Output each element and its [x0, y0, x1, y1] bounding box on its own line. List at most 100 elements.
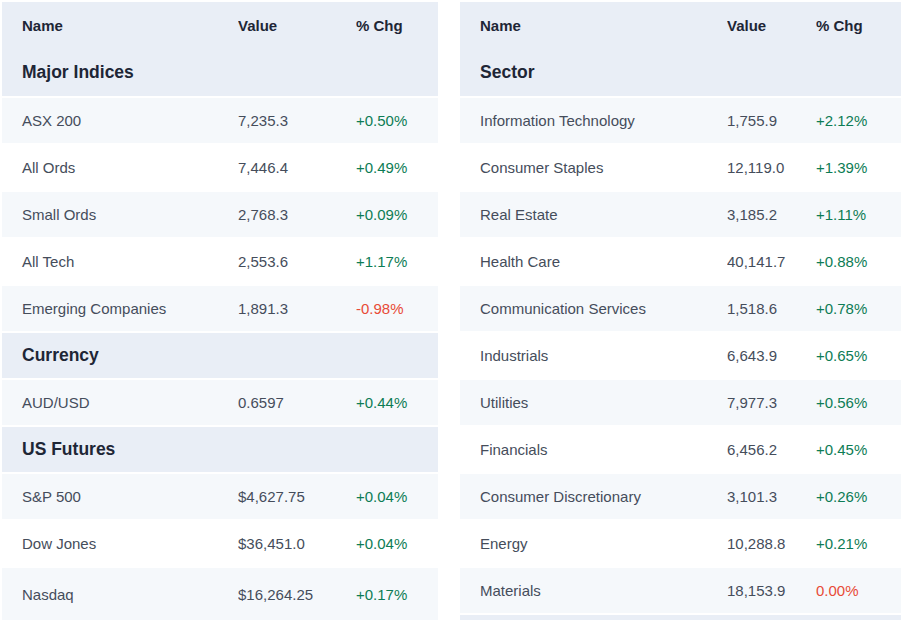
table-row-materials: Materials 18,153.9 0.00%	[460, 566, 901, 613]
cell-name: Information Technology	[460, 112, 727, 129]
section-header-currency: Currency	[2, 331, 438, 378]
table-row-information-technology: Information Technology 1,755.9 +2.12%	[460, 96, 901, 143]
table-header-row: Name Value % Chg	[2, 2, 438, 48]
table-row-financials: Financials 6,456.2 +0.45%	[460, 425, 901, 472]
section-title: Sector	[460, 62, 727, 83]
section-header-sector: Sector	[460, 48, 901, 96]
cell-name: All Tech	[2, 253, 238, 270]
cell-name: Financials	[460, 441, 727, 458]
cell-name: Emerging Companies	[2, 300, 238, 317]
table-row-emerging-companies: Emerging Companies 1,891.3 -0.98%	[2, 284, 438, 331]
table-row-health-care: Health Care 40,141.7 +0.88%	[460, 237, 901, 284]
sectors-table: Name Value % Chg Sector Information Tech…	[460, 2, 901, 620]
column-header-name: Name	[460, 17, 727, 34]
cell-change: +0.49%	[356, 159, 438, 176]
column-header-change: % Chg	[356, 17, 438, 34]
cell-value: 12,119.0	[727, 159, 816, 176]
cell-value: 7,446.4	[238, 159, 356, 176]
cell-name: Communication Services	[460, 300, 727, 317]
cell-name: Energy	[460, 535, 727, 552]
cell-name: Consumer Staples	[460, 159, 727, 176]
cell-name: Industrials	[460, 347, 727, 364]
cell-name: Utilities	[460, 394, 727, 411]
cell-value: 1,518.6	[727, 300, 816, 317]
cell-change: +0.45%	[816, 441, 901, 458]
table-row-consumer-staples: Consumer Staples 12,119.0 +1.39%	[460, 143, 901, 190]
cell-change: +0.04%	[356, 535, 438, 552]
cell-name: Small Ords	[2, 206, 238, 223]
cell-change: +0.78%	[816, 300, 901, 317]
table-row-small-ords: Small Ords 2,768.3 +0.09%	[2, 190, 438, 237]
cell-change: +1.39%	[816, 159, 901, 176]
cell-name: All Ords	[2, 159, 238, 176]
cell-change: +0.17%	[356, 586, 438, 603]
cell-value: 2,768.3	[238, 206, 356, 223]
cell-change: +2.12%	[816, 112, 901, 129]
market-overview: Name Value % Chg Major Indices ASX 200 7…	[0, 0, 901, 620]
cell-value: 10,288.8	[727, 535, 816, 552]
cell-value: 3,185.2	[727, 206, 816, 223]
cell-name: Dow Jones	[2, 535, 238, 552]
cell-value: 3,101.3	[727, 488, 816, 505]
table-row-asx-200: ASX 200 7,235.3 +0.50%	[2, 96, 438, 143]
markets-table: Name Value % Chg Major Indices ASX 200 7…	[2, 2, 438, 620]
cell-value: 7,235.3	[238, 112, 356, 129]
cell-name: Nasdaq	[2, 586, 238, 603]
column-header-name: Name	[2, 17, 238, 34]
table-row-utilities: Utilities 7,977.3 +0.56%	[460, 378, 901, 425]
cell-change: -0.98%	[356, 300, 438, 317]
section-header-major-indices: Major Indices	[2, 48, 438, 96]
table-header-row: Name Value % Chg	[460, 2, 901, 48]
cell-value: 7,977.3	[727, 394, 816, 411]
cell-value: 1,891.3	[238, 300, 356, 317]
cell-name: Real Estate	[460, 206, 727, 223]
section-header-us-futures: US Futures	[2, 425, 438, 472]
cell-change: +1.17%	[356, 253, 438, 270]
cell-change: +0.56%	[816, 394, 901, 411]
cell-value: $16,264.25	[238, 586, 356, 603]
cell-change: +0.44%	[356, 394, 438, 411]
column-header-change: % Chg	[816, 17, 901, 34]
cell-value: 6,456.2	[727, 441, 816, 458]
cell-name: Materials	[460, 582, 727, 599]
cell-value: 40,141.7	[727, 253, 816, 270]
cell-change: +0.26%	[816, 488, 901, 505]
table-row-real-estate: Real Estate 3,185.2 +1.11%	[460, 190, 901, 237]
table-row-communication-services: Communication Services 1,518.6 +0.78%	[460, 284, 901, 331]
cell-change: +0.88%	[816, 253, 901, 270]
table-row-energy: Energy 10,288.8 +0.21%	[460, 519, 901, 566]
table-row-sp500: S&P 500 $4,627.75 +0.04%	[2, 472, 438, 519]
cell-value: $4,627.75	[238, 488, 356, 505]
next-section-partial-row	[460, 613, 901, 620]
cell-name: Health Care	[460, 253, 727, 270]
table-row-dow-jones: Dow Jones $36,451.0 +0.04%	[2, 519, 438, 566]
table-row-consumer-discretionary: Consumer Discretionary 3,101.3 +0.26%	[460, 472, 901, 519]
table-row-industrials: Industrials 6,643.9 +0.65%	[460, 331, 901, 378]
cell-change: +0.04%	[356, 488, 438, 505]
table-row-aud-usd: AUD/USD 0.6597 +0.44%	[2, 378, 438, 425]
cell-change: +1.11%	[816, 206, 901, 223]
cell-name: S&P 500	[2, 488, 238, 505]
cell-change: +0.21%	[816, 535, 901, 552]
cell-value: 18,153.9	[727, 582, 816, 599]
column-header-value: Value	[238, 17, 356, 34]
section-title: Major Indices	[2, 62, 238, 83]
cell-change: +0.09%	[356, 206, 438, 223]
section-title: Currency	[2, 345, 238, 366]
cell-value: 2,553.6	[238, 253, 356, 270]
table-row-all-ords: All Ords 7,446.4 +0.49%	[2, 143, 438, 190]
table-row-all-tech: All Tech 2,553.6 +1.17%	[2, 237, 438, 284]
cell-name: AUD/USD	[2, 394, 238, 411]
section-title: US Futures	[2, 439, 238, 460]
cell-name: Consumer Discretionary	[460, 488, 727, 505]
cell-value: 6,643.9	[727, 347, 816, 364]
cell-value: 0.6597	[238, 394, 356, 411]
cell-value: $36,451.0	[238, 535, 356, 552]
cell-change: +0.65%	[816, 347, 901, 364]
cell-change: 0.00%	[816, 582, 901, 599]
cell-value: 1,755.9	[727, 112, 816, 129]
cell-name: ASX 200	[2, 112, 238, 129]
cell-change: +0.50%	[356, 112, 438, 129]
table-row-nasdaq: Nasdaq $16,264.25 +0.17%	[2, 566, 438, 620]
column-header-value: Value	[727, 17, 816, 34]
